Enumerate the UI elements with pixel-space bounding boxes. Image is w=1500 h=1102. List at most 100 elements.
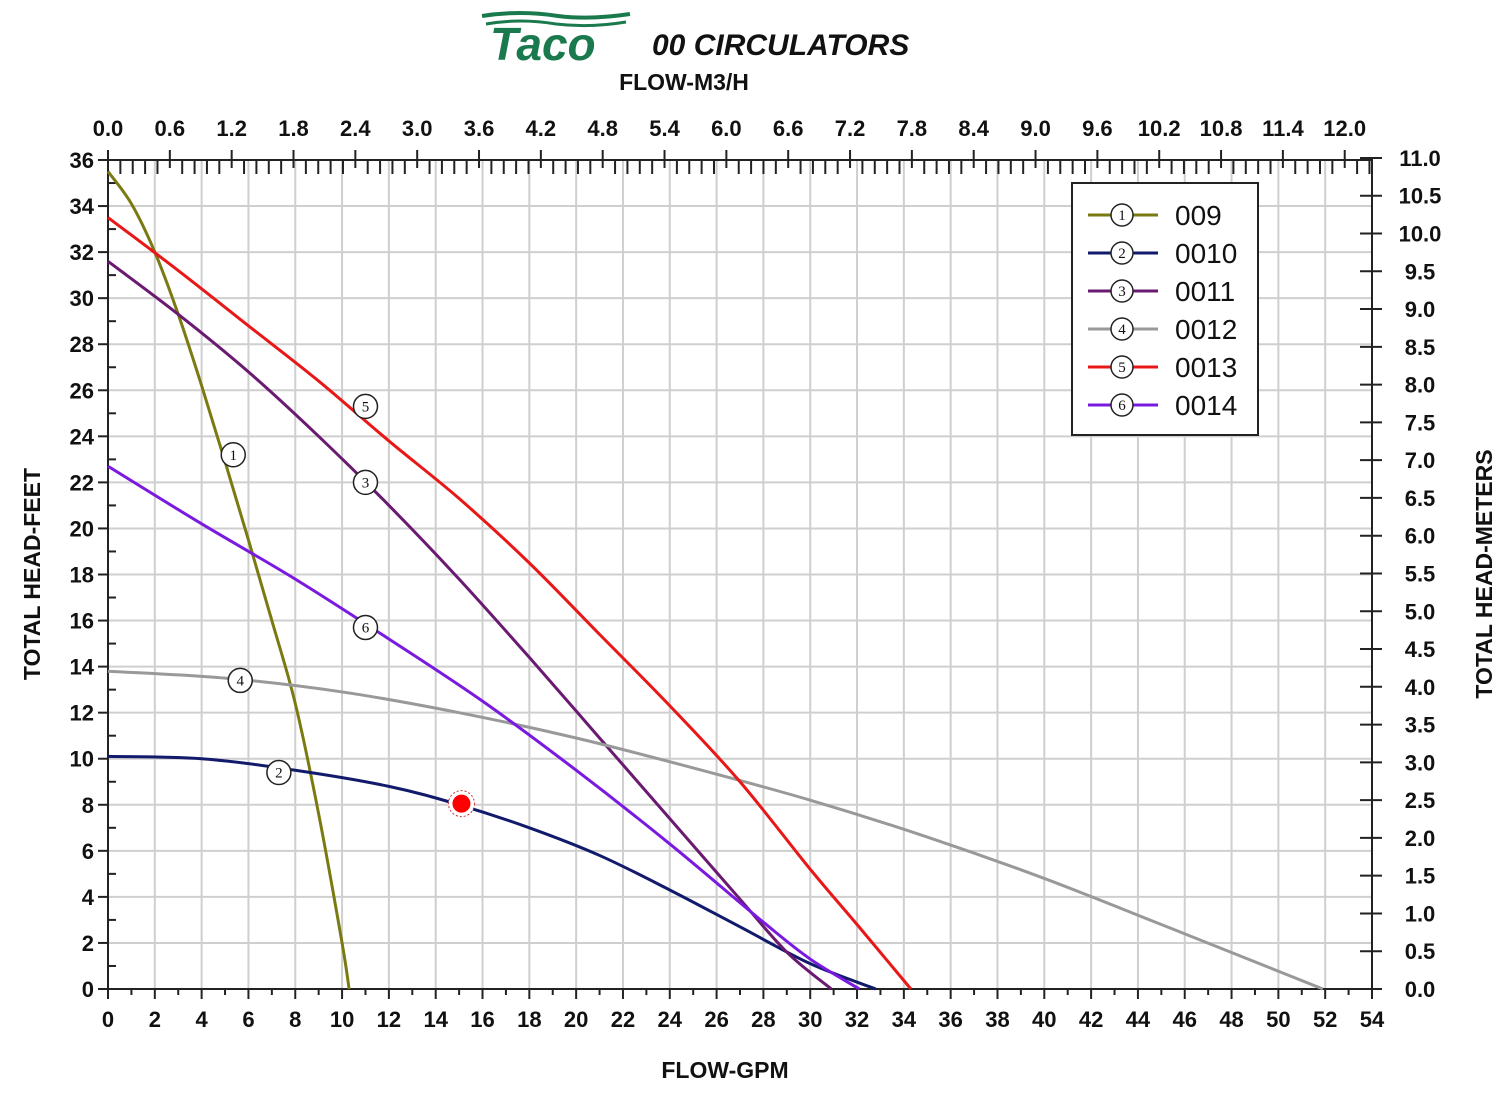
top-tick-label: 11.4	[1262, 116, 1304, 141]
right-axis-title: TOTAL HEAD-METERS	[1471, 449, 1497, 698]
x-tick-label: 14	[423, 1007, 448, 1032]
x-tick-label: 2	[149, 1007, 161, 1032]
top-tick-label: 2.4	[340, 116, 371, 141]
taco-logo: Taco	[481, 11, 631, 70]
x-tick-label: 48	[1219, 1007, 1243, 1032]
curve-label-marker	[352, 469, 379, 496]
right-tick-label: 4.0	[1405, 675, 1436, 700]
x-tick-label: 42	[1079, 1007, 1103, 1032]
right-tick-label: 10.0	[1399, 222, 1442, 247]
curve-0013	[107, 216, 913, 990]
legend-marker-number: 1	[1118, 208, 1126, 224]
curve-label-number: 6	[362, 620, 370, 636]
legend-label: 009	[1175, 200, 1222, 231]
x-tick-label: 12	[377, 1007, 401, 1032]
x-tick-label: 8	[289, 1007, 301, 1032]
legend-marker	[1110, 317, 1134, 341]
operating-point	[452, 794, 471, 813]
x-tick-label: 38	[985, 1007, 1009, 1032]
x-tick-label: 54	[1360, 1007, 1385, 1032]
legend-marker	[1110, 393, 1134, 417]
curve-0014	[107, 464, 861, 991]
curve-label-number: 2	[275, 766, 283, 782]
curve-label-marker	[220, 442, 246, 468]
curves: 1 2 3 4 5 6	[106, 170, 1324, 991]
x-tick-label: 6	[242, 1007, 254, 1032]
right-tick-label: 9.5	[1405, 259, 1436, 284]
x-tick-label: 32	[845, 1007, 869, 1032]
x-tick-label: 40	[1032, 1007, 1056, 1032]
y-tick-label: 16	[70, 609, 94, 634]
legend-label: 0013	[1175, 352, 1237, 383]
curve-label-number: 4	[237, 673, 245, 689]
top-tick-label: 7.8	[897, 116, 928, 141]
y-tick-label: 18	[70, 563, 94, 588]
curve-label-number: 1	[229, 448, 237, 464]
x-tick-label: 10	[330, 1007, 354, 1032]
top-tick-label: 1.2	[216, 116, 247, 141]
x-tick-label: 4	[196, 1007, 209, 1032]
axes: 0 2 4 6 8 10 12 14 16 18 20 22 24 26 28 30 32 34 36 38 40 42 4…	[70, 116, 1442, 1032]
right-tick-label: 8.5	[1405, 335, 1436, 360]
right-tick-label: 9.0	[1405, 297, 1436, 322]
curve-label-marker	[352, 393, 379, 420]
y-tick-label: 8	[82, 793, 94, 818]
top-tick-label: 10.8	[1200, 116, 1243, 141]
curve-label-marker	[266, 759, 292, 786]
x-tick-label: 24	[658, 1007, 683, 1032]
top-tick-label: 6.0	[711, 116, 742, 141]
right-tick-label: 4.5	[1405, 637, 1436, 662]
curve-009	[106, 170, 351, 990]
right-tick-label: 0.0	[1405, 977, 1436, 1002]
right-tick-label: 8.0	[1405, 373, 1436, 398]
y-tick-label: 24	[70, 424, 95, 449]
x-tick-label: 50	[1266, 1007, 1290, 1032]
legend-label: 0012	[1175, 314, 1237, 345]
x-tick-label: 52	[1313, 1007, 1337, 1032]
right-tick-label: 7.0	[1405, 448, 1436, 473]
y-tick-label: 20	[70, 516, 94, 541]
top-tick-label: 4.8	[587, 116, 618, 141]
y-tick-label: 10	[70, 747, 94, 772]
y-tick-label: 12	[70, 701, 94, 726]
curve-label-number: 3	[362, 475, 370, 491]
y-tick-label: 4	[82, 885, 95, 910]
curve-0010	[107, 754, 877, 991]
top-tick-label: 4.2	[526, 116, 557, 141]
x-axis-title: FLOW-GPM	[661, 1057, 788, 1083]
top-tick-label: 0.0	[93, 116, 124, 141]
right-tick-label: 2.0	[1405, 826, 1436, 851]
legend-marker-number: 3	[1118, 284, 1126, 300]
right-tick-label: 5.0	[1405, 599, 1436, 624]
curve-0012	[107, 669, 1324, 991]
x-tick-label: 46	[1172, 1007, 1196, 1032]
y-tick-label: 28	[70, 332, 94, 357]
curve-label-marker	[227, 667, 254, 694]
legend-label: 0010	[1175, 238, 1237, 269]
right-tick-label: 1.5	[1405, 864, 1436, 889]
right-tick-label: 1.0	[1405, 901, 1436, 926]
top-tick-label: 8.4	[958, 116, 989, 141]
y-tick-label: 32	[70, 240, 94, 265]
right-tick-label: 3.0	[1405, 750, 1436, 775]
y-tick-label: 0	[82, 977, 94, 1002]
legend: 1 009 2 0010 3 0011 4 0012 5 0013 6 0014	[1071, 182, 1259, 436]
x-tick-label: 16	[470, 1007, 494, 1032]
top-tick-label: 5.4	[649, 116, 680, 141]
top-tick-label: 1.8	[278, 116, 309, 141]
right-tick-label: 7.5	[1405, 410, 1436, 435]
x-tick-label: 0	[102, 1007, 114, 1032]
chart-title: 00 CIRCULATORS	[652, 29, 909, 62]
top-tick-label: 9.0	[1020, 116, 1051, 141]
top-tick-label: 7.2	[835, 116, 866, 141]
top-tick-label: 3.0	[402, 116, 433, 141]
curve-label-marker	[352, 614, 379, 641]
curve-label-number: 5	[362, 399, 370, 415]
right-tick-label: 2.5	[1405, 788, 1436, 813]
right-tick-label: 3.5	[1405, 713, 1436, 738]
right-tick-label: 0.5	[1405, 939, 1436, 964]
x-tick-label: 18	[517, 1007, 541, 1032]
right-tick-label: 10.5	[1399, 184, 1442, 209]
logo-text: Taco	[490, 18, 596, 70]
